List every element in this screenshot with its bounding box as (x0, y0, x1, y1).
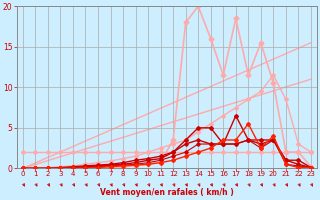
X-axis label: Vent moyen/en rafales ( km/h ): Vent moyen/en rafales ( km/h ) (100, 188, 234, 197)
